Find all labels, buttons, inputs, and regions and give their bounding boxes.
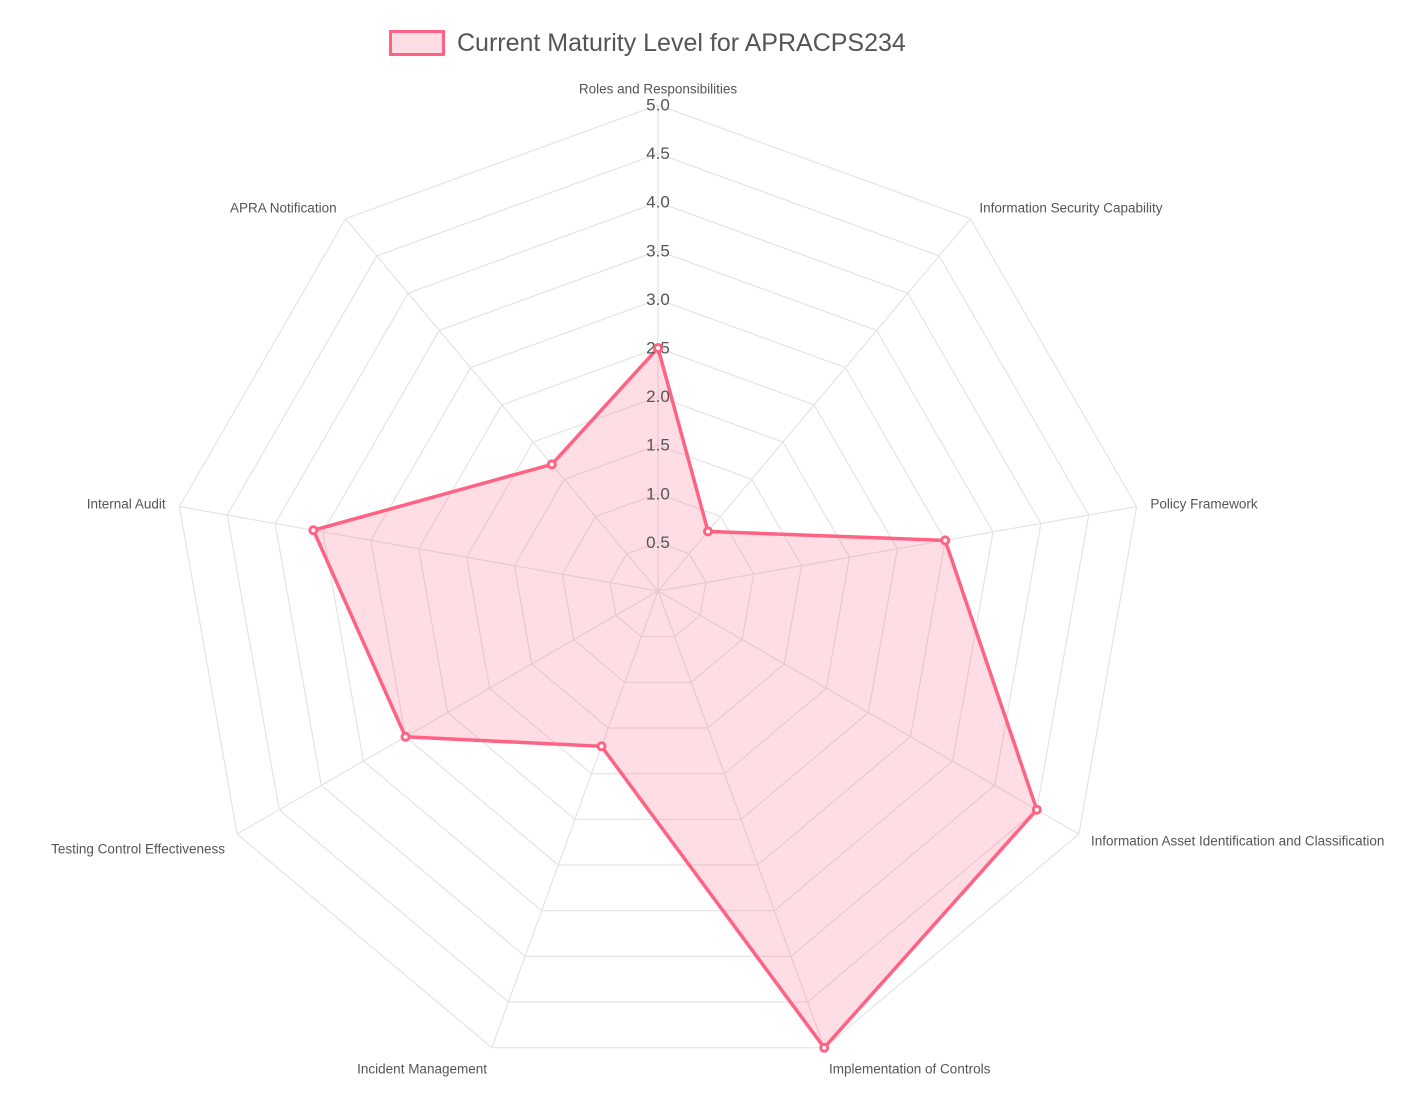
tick-label-1: 0.5 <box>646 533 670 552</box>
data-point-6 <box>596 741 607 752</box>
data-point-2 <box>703 526 713 537</box>
axis-label-3: Policy Framework <box>1150 497 1258 512</box>
spoke-line-9 <box>345 218 659 592</box>
axis-label-1: Roles and Responsibilities <box>579 82 738 97</box>
axis-label-5: Implementation of Controls <box>829 1061 991 1076</box>
grid-ring-4 <box>465 395 851 775</box>
tick-label-8: 4.0 <box>646 193 670 212</box>
data-point-1 <box>653 343 663 353</box>
grid-ring-8 <box>274 201 1042 958</box>
spoke-line-8 <box>179 506 659 592</box>
tick-label-9: 4.5 <box>646 144 670 163</box>
tick-label-6: 3.0 <box>646 290 670 309</box>
spoke-line-6 <box>491 590 659 1048</box>
grid-ring-7 <box>322 250 994 912</box>
tick-label-10: 5.0 <box>646 96 670 115</box>
axis-label-6: Incident Management <box>357 1061 487 1076</box>
data-point-4 <box>1031 804 1042 815</box>
axis-label-7: Testing Control Effectiveness <box>51 842 225 857</box>
legend-label: Current Maturity Level for APRACPS234 <box>457 28 906 57</box>
grid-ring-6 <box>370 298 946 866</box>
series-area <box>310 344 1039 1051</box>
data-point-8 <box>308 525 319 536</box>
grid-ring-3 <box>513 444 803 729</box>
grid-ring-2 <box>561 493 755 683</box>
legend[interactable]: Current Maturity Level for APRACPS234 <box>389 26 906 60</box>
spoke-line-5 <box>657 590 825 1048</box>
tick-label-7: 3.5 <box>646 241 670 260</box>
grid-ring-10 <box>178 104 1138 1049</box>
data-point-9 <box>546 459 557 470</box>
axis-label-4: Information Asset Identification and Cla… <box>1091 834 1384 849</box>
data-point-3 <box>940 535 951 546</box>
spoke-line-7 <box>236 590 659 835</box>
tick-label-4: 2.0 <box>646 387 670 406</box>
axis-label-8: Internal Audit <box>87 497 166 512</box>
tick-label-2: 1.0 <box>646 484 670 503</box>
axis-label-9: APRA Notification <box>230 201 337 216</box>
grid-ring-5 <box>418 347 898 820</box>
tick-label-3: 1.5 <box>646 436 670 455</box>
data-point-7 <box>400 731 411 742</box>
spoke-line-3 <box>657 506 1137 592</box>
axis-label-2: Information Security Capability <box>979 201 1162 216</box>
grid-ring-9 <box>226 152 1090 1003</box>
spoke-line-4 <box>657 590 1080 835</box>
legend-swatch <box>389 30 445 56</box>
grid-ring-1 <box>609 541 707 638</box>
data-point-5 <box>819 1042 830 1053</box>
